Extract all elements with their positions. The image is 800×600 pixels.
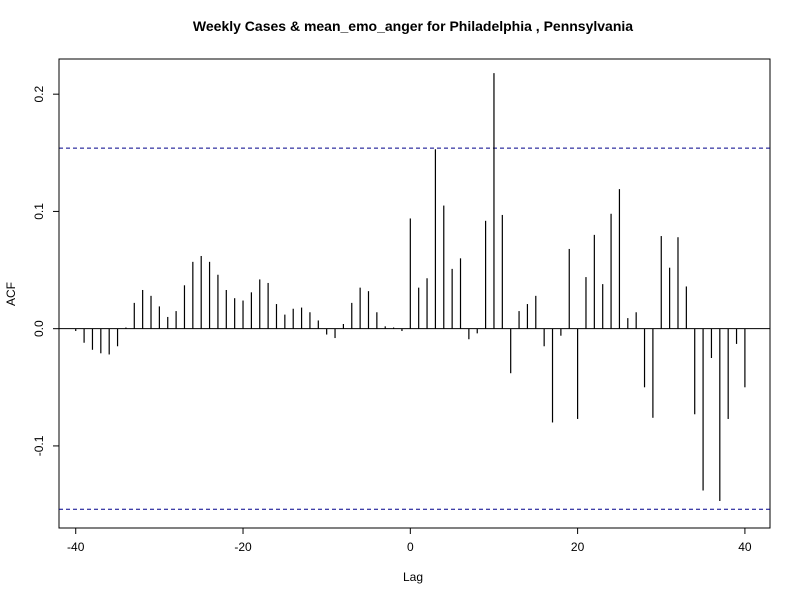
- x-tick-label: -20: [234, 540, 252, 554]
- y-tick-label: 0.0: [32, 320, 46, 337]
- y-tick-label: 0.2: [32, 86, 46, 103]
- x-axis-label: Lag: [403, 570, 423, 584]
- x-axis: -40 -20 0 20 40: [67, 527, 752, 554]
- x-tick-label: 0: [407, 540, 414, 554]
- chart-title: Weekly Cases & mean_emo_anger for Philad…: [193, 18, 633, 34]
- acf-bars: [75, 73, 746, 502]
- y-tick-label: -0.1: [32, 435, 46, 456]
- plot-frame: [58, 58, 771, 529]
- x-tick-label: 20: [571, 540, 585, 554]
- x-tick-label: -40: [67, 540, 85, 554]
- y-axis: -0.1 0.0 0.1 0.2: [32, 86, 60, 456]
- y-axis-label: ACF: [4, 282, 18, 306]
- x-tick-label: 40: [738, 540, 752, 554]
- y-tick-label: 0.1: [32, 203, 46, 220]
